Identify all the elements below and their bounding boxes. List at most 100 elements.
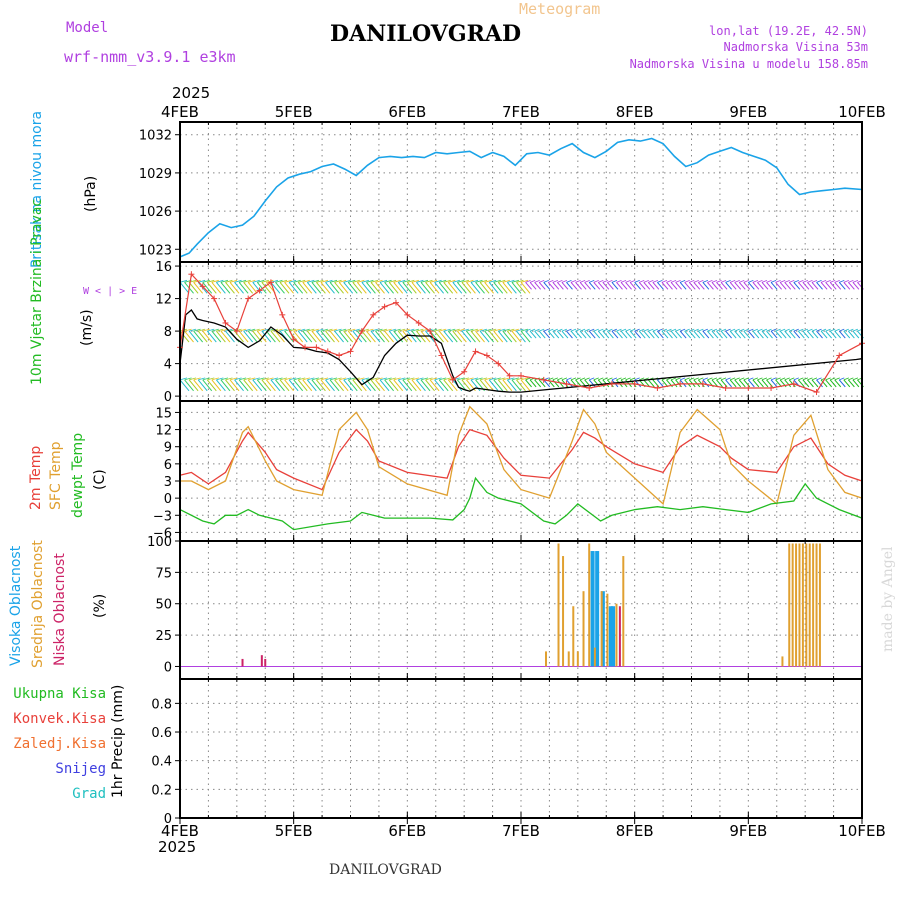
wind-barb	[702, 281, 710, 290]
y-tick-label: 1032	[139, 129, 172, 144]
y-tick-label: 50	[155, 598, 172, 613]
wind-barb-shaft	[284, 328, 292, 332]
cloud-low-label: Niska Oblacnost	[52, 553, 68, 666]
wind-barb	[366, 330, 376, 343]
wind-barb	[197, 330, 208, 343]
bottom-day-label: 8FEB	[616, 822, 654, 840]
wind-barb-shaft	[411, 279, 419, 283]
wind-barb-shaft	[557, 328, 563, 332]
cloud-bar	[545, 651, 548, 667]
bottom-day-label: 6FEB	[388, 822, 426, 840]
wind-barb-shaft	[684, 279, 690, 283]
wind-barb-shaft	[311, 279, 319, 283]
wind-barb	[707, 281, 714, 290]
wind-barb	[470, 330, 481, 343]
wind-barb	[297, 282, 308, 294]
wind-barb-shaft	[334, 328, 342, 332]
wind-barb-shaft	[793, 377, 799, 381]
wind-barb-shaft	[716, 279, 722, 283]
wind-barb-shaft	[780, 377, 786, 381]
top-day-label: 9FEB	[729, 103, 767, 121]
wind-barb	[243, 282, 254, 294]
wind-barb	[520, 379, 531, 392]
wind-barb	[325, 379, 335, 392]
wind-barb	[779, 330, 787, 339]
wind-barb-shaft	[289, 377, 297, 381]
wind-barb	[225, 379, 235, 392]
wind-barb	[584, 330, 592, 339]
wind-barb-shaft	[348, 377, 356, 381]
wind-barb	[579, 281, 587, 290]
wind-barb	[293, 379, 304, 392]
wind-barb-shaft	[570, 279, 577, 283]
wind-barb-shaft	[570, 328, 577, 332]
wind-barb	[211, 379, 222, 392]
wind-barb	[570, 330, 578, 339]
wind-barb-shaft	[766, 377, 772, 381]
wind-barb	[525, 281, 532, 290]
wind-barb	[552, 379, 560, 388]
wind-barb	[506, 282, 517, 294]
wind-barb	[566, 281, 573, 290]
wind-barb	[202, 379, 213, 392]
wind-barb	[397, 379, 408, 392]
wind-barb-shaft	[379, 279, 388, 283]
wind-barb-shaft	[243, 328, 251, 332]
wind-barb	[738, 330, 746, 339]
wind-barb	[215, 282, 226, 294]
wind-barb-shaft	[852, 328, 859, 332]
wind-barb-shaft	[439, 279, 447, 283]
wind-barb-shaft	[461, 279, 470, 283]
wind-barb-shaft	[684, 328, 690, 332]
temp2m-label: 2m Temp	[28, 445, 44, 510]
wind-barb-shaft	[216, 279, 224, 283]
wind-barb	[725, 281, 732, 290]
cloud-bar	[582, 591, 585, 667]
wind-barb	[479, 282, 490, 294]
wind-barb	[838, 281, 846, 290]
wind-barb	[434, 330, 445, 343]
year-bottom: 2025	[158, 838, 197, 856]
wind-barb	[243, 379, 254, 392]
wind-barb-shaft	[725, 377, 731, 381]
wind-barb-shaft	[257, 377, 265, 381]
wind-barb	[229, 379, 240, 392]
wind-barb-shaft	[466, 279, 474, 283]
wind-barb-shaft	[520, 279, 529, 283]
wind-barb	[311, 379, 322, 392]
wind-barb	[375, 330, 385, 343]
tick-layer: 10231026102910320481216−6−30369121502550…	[139, 103, 886, 840]
wind-barb-shaft	[411, 377, 419, 381]
wind-barb-shaft	[357, 377, 365, 381]
wind-barb	[679, 281, 687, 290]
wind-barb	[279, 379, 290, 392]
wind-barb-shaft	[507, 328, 515, 332]
wind-barb	[543, 281, 551, 290]
wind-barb-shaft	[516, 279, 524, 283]
wind-barb-shaft	[457, 328, 465, 332]
wind-barb-shaft	[802, 377, 809, 381]
footer-title: DANILOVGRAD	[329, 862, 442, 878]
wind-barb-shaft	[425, 279, 433, 283]
wind-barb-shaft	[811, 279, 818, 283]
wind-barb-shaft	[707, 377, 713, 381]
wind-barb	[670, 379, 678, 388]
wind-barb	[238, 379, 249, 392]
wind-barb-shaft	[689, 328, 695, 332]
wind-barb-shaft	[839, 279, 845, 283]
wind-barb-shaft	[261, 328, 269, 332]
wind-barb	[702, 330, 710, 339]
wind-unit: (m/s)	[79, 309, 95, 346]
wind-barb-shaft	[711, 328, 718, 332]
wind-barb-shaft	[698, 377, 704, 381]
wind-barb	[334, 330, 344, 343]
wind-barb	[306, 379, 317, 392]
wind-barb	[838, 379, 846, 388]
wind-barb-shaft	[689, 279, 695, 283]
wind-barb-shaft	[629, 377, 636, 381]
cloud-bar	[791, 543, 794, 667]
wind-barb	[516, 282, 526, 294]
wind-barb	[265, 379, 276, 392]
wind-barb	[434, 379, 445, 392]
wind-barb-shaft	[852, 377, 859, 381]
